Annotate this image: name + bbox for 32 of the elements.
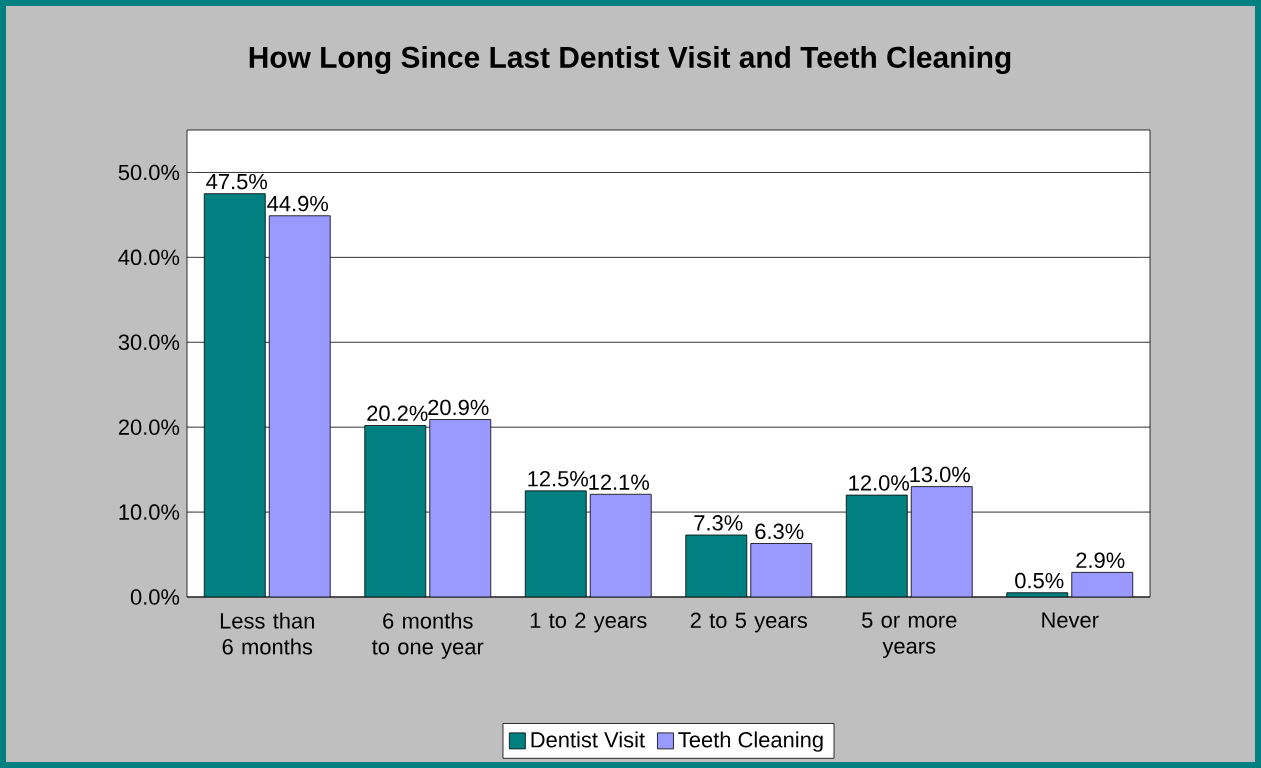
x-tick-label: Less than 6 months: [220, 612, 314, 655]
y-tick-label: 30.0%: [118, 334, 180, 351]
data-label: 12.0%: [849, 475, 910, 491]
legend-label: Teeth Cleaning: [678, 731, 823, 752]
bar: [364, 425, 427, 597]
data-label: 6.3%: [755, 523, 804, 540]
data-label: 20.2%: [367, 405, 428, 422]
x-tick-label: 1 to 2 years: [530, 612, 647, 633]
data-label: 2.9%: [1076, 552, 1125, 568]
data-label: 47.5%: [206, 173, 268, 190]
data-label: 20.9%: [428, 399, 489, 416]
legend-label: Dentist Visit: [531, 731, 645, 748]
data-label: 7.3%: [694, 515, 743, 531]
x-tick-label: 2 to 5 years: [690, 612, 808, 633]
data-label: 12.1%: [589, 474, 650, 490]
x-tick-label: 6 months to one year: [372, 612, 484, 659]
bar: [524, 490, 587, 597]
data-label: 12.5%: [528, 470, 589, 487]
data-label: 13.0%: [910, 466, 971, 483]
x-tick-label: 5 or more years: [862, 612, 957, 659]
bar: [203, 193, 266, 597]
x-tick-label: Never: [1042, 612, 1099, 628]
y-tick-label: 40.0%: [118, 249, 180, 266]
y-tick-label: 0.0%: [130, 589, 180, 605]
chart-title: How Long Since Last Dentist Visit and Teeth Cleaning: [249, 46, 1011, 74]
data-label: 44.9%: [267, 195, 329, 212]
bar: [845, 494, 908, 597]
y-tick-label: 20.0%: [118, 419, 180, 435]
bar: [685, 534, 748, 597]
y-tick-label: 10.0%: [119, 504, 180, 520]
data-label: 0.5%: [1015, 572, 1064, 589]
y-tick-label: 50.0%: [118, 164, 180, 181]
